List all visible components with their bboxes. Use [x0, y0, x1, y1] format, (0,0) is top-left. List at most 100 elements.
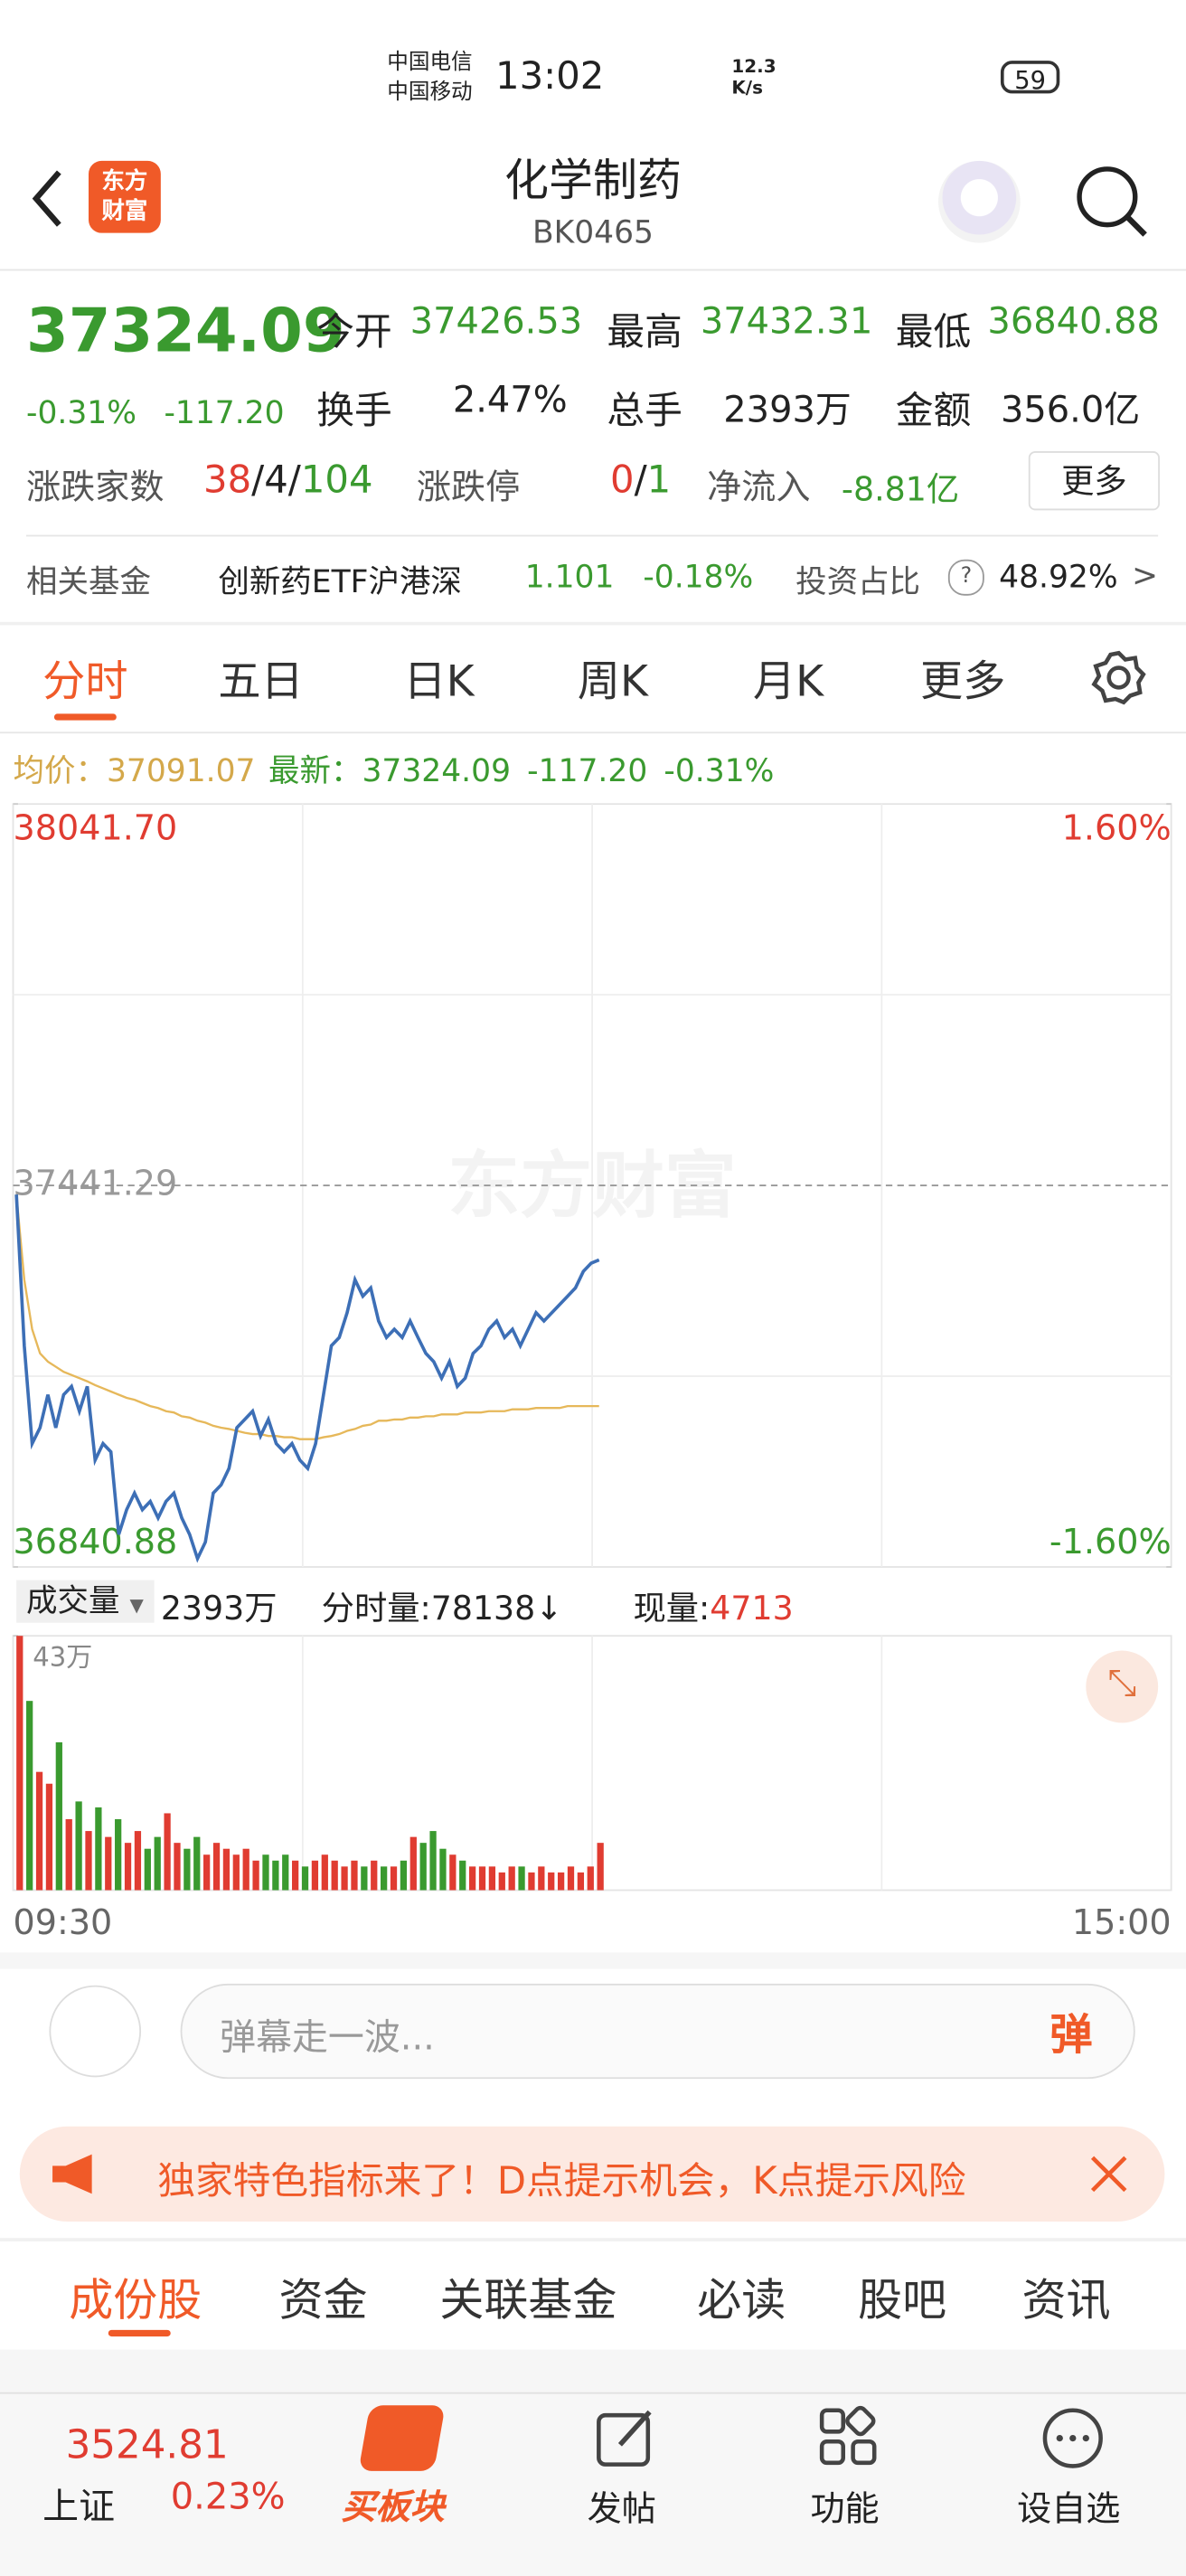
minute-volume: 分时量:78138↓ [321, 1588, 563, 1628]
label: 最新： [268, 752, 362, 789]
divider [0, 269, 1186, 271]
section-tab[interactable]: 必读 [697, 2275, 786, 2327]
volume-bar [351, 1860, 358, 1891]
flat-count: 4 [264, 459, 288, 503]
volume-bar [409, 1836, 417, 1891]
volume-bar [222, 1848, 231, 1891]
y2-tick-label: 1.60% [1062, 808, 1172, 848]
volume: 2393万 [723, 390, 852, 432]
volume-chart: 43万 09:30 15:00 [12, 1635, 1172, 1942]
chart-tab[interactable]: 周K [577, 657, 648, 708]
label: 最高 [607, 311, 682, 354]
section-tab[interactable]: 关联基金 [439, 2275, 617, 2327]
nav-post[interactable]: 发帖 [587, 2488, 656, 2529]
divider [0, 1952, 1186, 1969]
danmaku-button[interactable]: 弹 [1050, 2011, 1093, 2062]
volume-bar [85, 1831, 92, 1891]
section-tab[interactable]: 股吧 [858, 2275, 947, 2327]
speed-unit: K/s [731, 77, 763, 99]
nav-watch[interactable]: 设自选 [1017, 2488, 1121, 2529]
chart-tab[interactable]: 分时 [42, 657, 128, 708]
megaphone-icon [52, 2154, 92, 2194]
search-button[interactable] [1069, 161, 1152, 243]
robot-avatar[interactable] [937, 160, 1021, 243]
volume-bar [282, 1854, 289, 1891]
watch-icon [1042, 2408, 1103, 2468]
tools-icon [819, 2405, 877, 2466]
volume-bar [203, 1854, 211, 1891]
volume-bar [577, 1872, 585, 1891]
bottom-nav [0, 2392, 1186, 2576]
board-code: BK0465 [532, 214, 654, 251]
volume-bar [262, 1854, 269, 1891]
volume-bar [478, 1866, 486, 1891]
label: 总手 [607, 390, 682, 434]
chevron[interactable]: > [1132, 557, 1159, 594]
battery: 59 [1000, 61, 1060, 95]
back-button[interactable] [23, 164, 71, 232]
volume-bar [361, 1866, 368, 1891]
banner[interactable] [19, 2126, 1165, 2222]
section-tab[interactable]: 成份股 [69, 2275, 202, 2327]
post-icon [597, 2410, 652, 2467]
volume-bar [429, 1831, 437, 1891]
volume-bar [538, 1866, 545, 1891]
label: 投资占比 [795, 564, 921, 601]
section-tab[interactable]: 资讯 [1021, 2275, 1111, 2327]
net-speed: 12.3 K/s [731, 56, 776, 99]
y-tick-label: 43万 [33, 1642, 92, 1673]
divider [26, 534, 1159, 537]
placeholder: 弹幕走一波... [220, 2018, 435, 2060]
expand-button[interactable]: ⤡ [1086, 1650, 1159, 1723]
fund-name[interactable]: 创新药ETF沪港深 [218, 564, 462, 601]
label: 换手 [316, 390, 392, 434]
app-logo[interactable]: 东方 财富 [88, 160, 161, 233]
volume-bar [548, 1872, 555, 1891]
volume-bar [321, 1854, 328, 1891]
volume-bar [75, 1801, 82, 1891]
x-tick-label: 09:30 [14, 1902, 113, 1942]
volume-bar [371, 1860, 378, 1891]
chart-tab[interactable]: 更多 [920, 657, 1006, 708]
clock: 13:02 [495, 55, 605, 99]
volume-bar [212, 1843, 221, 1891]
volume-bar [144, 1848, 151, 1891]
comment-settings[interactable] [49, 1985, 142, 2078]
current-volume: 4713 [710, 1588, 794, 1628]
amount: 356.0亿 [1000, 390, 1141, 432]
volume-bar [381, 1866, 388, 1891]
settings-button[interactable] [1089, 648, 1148, 707]
nav-tools[interactable]: 功能 [810, 2488, 880, 2529]
volume-bar [587, 1866, 594, 1891]
volume-bar [292, 1860, 299, 1891]
price: 37324.09 [26, 295, 345, 366]
divider [0, 621, 1186, 626]
change: -117.20 [164, 395, 285, 432]
volume-bar [35, 1771, 43, 1891]
more-button[interactable]: 更多 [1028, 451, 1160, 511]
volume-bar [528, 1872, 535, 1891]
limit-up: 0 [610, 459, 635, 503]
volume-bar [468, 1866, 476, 1891]
open: 37426.53 [409, 301, 583, 344]
carrier: 中国电信 中国移动 [387, 49, 472, 108]
y-tick-label: 37441.29 [14, 1164, 178, 1203]
volume-bar [459, 1860, 466, 1891]
price-line [14, 1194, 599, 1440]
comment-input[interactable] [180, 1983, 1135, 2080]
volume-bar [400, 1860, 408, 1891]
volume-selector[interactable]: 成交量 ▼ [16, 1580, 155, 1623]
help-icon[interactable]: ? [947, 559, 984, 596]
nav-buy[interactable]: 买板块 [341, 2487, 445, 2527]
volume-bar [154, 1836, 161, 1891]
carrier-2: 中国移动 [387, 80, 473, 106]
chart-tab[interactable]: 月K [752, 657, 824, 708]
volume-total: 2393万 [160, 1588, 278, 1628]
section-tab[interactable]: 资金 [278, 2275, 368, 2327]
down-count: 104 [300, 459, 373, 503]
chart-tab[interactable]: 日K [403, 657, 475, 708]
tab-indicator [108, 2329, 171, 2337]
chart-tab[interactable]: 五日 [218, 657, 304, 708]
close-button[interactable] [1089, 2155, 1129, 2194]
